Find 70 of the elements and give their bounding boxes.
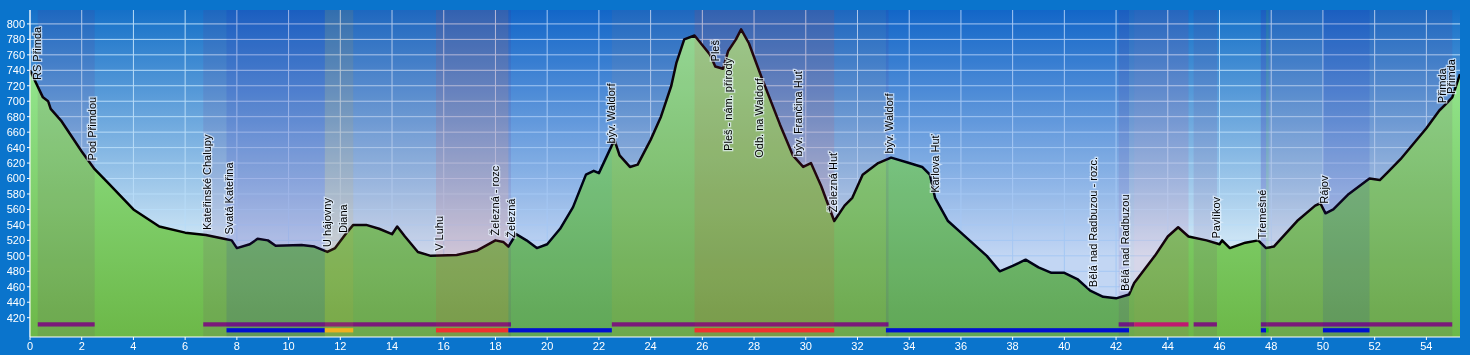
x-tick-label: 0 [26, 339, 34, 352]
x-tick-label: 38 [1006, 339, 1019, 352]
annotation: Pleš - nám. přírody [722, 57, 735, 151]
y-tick-label: 660 [6, 126, 25, 139]
annotation: Diana [336, 203, 349, 234]
x-tick-label: 20 [541, 339, 554, 352]
x-tick-label: 48 [1265, 339, 1278, 352]
x-tick-label: 22 [592, 339, 606, 352]
x-tick-label: 36 [954, 339, 968, 352]
y-tick-label: 720 [6, 79, 25, 92]
y-tick-label: 620 [6, 156, 25, 169]
x-tick-label: 18 [489, 339, 502, 352]
x-tick-label: 30 [799, 339, 812, 352]
x-tick-label: 28 [747, 339, 761, 352]
annotation: Kateřinské Chalupy [201, 134, 214, 230]
y-tick-label: 560 [6, 203, 25, 216]
y-tick-label: 500 [6, 249, 25, 262]
x-tick-label: 46 [1213, 339, 1226, 352]
annotation: Karlova Huť [929, 133, 942, 193]
x-tick-label: 44 [1161, 339, 1174, 352]
x-tick-label: 24 [644, 339, 657, 352]
x-tick-label: 34 [903, 339, 916, 352]
annotation: RS Přimda [30, 25, 43, 80]
y-tick-label: 700 [6, 95, 25, 108]
annotation: Svatá Kateřina [223, 161, 236, 235]
y-tick-label: 520 [6, 234, 25, 247]
annotation: Železná [504, 197, 517, 238]
annotation: Železná - rozc [489, 165, 502, 236]
x-tick-label: 8 [233, 339, 240, 352]
x-tick-label: 42 [1109, 339, 1123, 352]
annotation: Pavlíkov [1209, 196, 1222, 239]
annotation: Bělá nad Radbuzou [1119, 194, 1132, 292]
x-tick-label: 2 [78, 339, 85, 352]
y-tick-label: 420 [6, 311, 25, 324]
y-tick-label: 760 [6, 48, 25, 61]
x-tick-label: 14 [385, 339, 399, 352]
annotation: U hájovny [321, 197, 334, 247]
x-tick-label: 52 [1368, 339, 1381, 352]
y-tick-label: 540 [6, 218, 25, 231]
x-tick-label: 54 [1420, 339, 1433, 352]
x-tick-label: 32 [851, 339, 864, 352]
x-tick-label: 26 [696, 339, 709, 352]
annotation: Bělá nad Radbuzou - rozc. [1086, 156, 1099, 288]
x-tick-label: 6 [182, 339, 189, 352]
y-tick-label: 600 [6, 172, 25, 185]
x-tick-label: 16 [437, 339, 450, 352]
annotation: Rájov [1318, 175, 1331, 204]
annotation: Třemešné [1256, 189, 1269, 240]
y-tick-label: 740 [6, 64, 25, 77]
annotation: Odb. na Waldorf [753, 77, 766, 158]
y-tick-label: 480 [6, 265, 25, 278]
annotation: býv. Waldorf [604, 82, 617, 144]
y-tick-label: 580 [6, 187, 25, 200]
y-tick-label: 640 [6, 141, 25, 154]
y-tick-label: 780 [6, 33, 25, 46]
y-tick-label: 440 [6, 296, 25, 309]
x-tick-label: 10 [282, 339, 295, 352]
y-tick-label: 680 [6, 110, 25, 123]
annotation: býv. Waldorf [882, 92, 895, 154]
x-tick-label: 40 [1058, 339, 1071, 352]
annotation: býv. Frančina Huť [792, 69, 805, 157]
annotation: V Luhu [432, 215, 445, 251]
annotation: Železná Huť [826, 150, 839, 213]
annotation: Pleš [709, 39, 722, 62]
x-tick-label: 4 [130, 339, 137, 352]
annotation: Pod Přimdou [86, 96, 99, 161]
x-tick-label: 12 [334, 339, 347, 352]
x-tick-label: 50 [1316, 339, 1330, 352]
y-tick-label: 460 [6, 280, 25, 293]
y-tick-label: 800 [6, 17, 25, 30]
